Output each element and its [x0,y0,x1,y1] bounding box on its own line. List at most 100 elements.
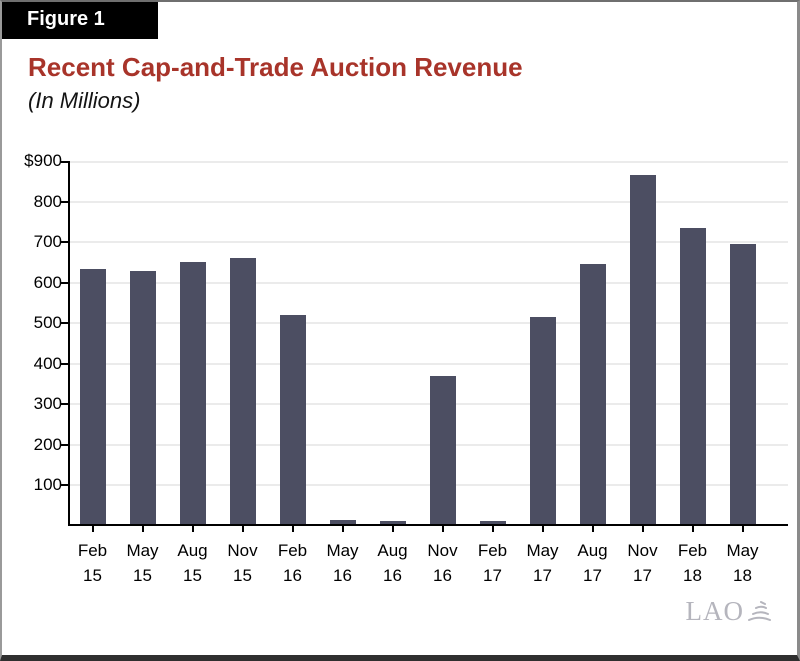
chart-title: Recent Cap-and-Trade Auction Revenue [28,52,523,82]
lighthouse-icon [748,600,771,621]
x-axis-label: Nov 16 [411,538,475,588]
x-tick [91,526,94,532]
gridline [70,403,788,406]
x-axis-label-line: May [526,541,559,560]
x-tick [391,526,394,532]
y-tick [61,241,68,244]
gridline [70,484,788,487]
x-axis-label: May 17 [511,538,575,588]
y-tick [61,362,68,365]
x-axis-label: May 18 [711,538,775,588]
bar [679,227,706,524]
bar [479,520,506,524]
y-tick [61,403,68,406]
gridline [70,241,788,244]
gridline [70,281,788,284]
x-axis-label: Aug 17 [561,538,625,588]
bar [179,261,206,524]
x-axis-label-line: 18 [733,566,752,585]
lao-logo: LAO [685,596,771,627]
bar [579,263,606,524]
y-axis-label: 800 [33,191,62,211]
x-axis-label-line: 17 [483,566,502,585]
x-axis-label: Aug 16 [361,538,425,588]
x-tick [541,526,544,532]
x-axis-label-line: Nov [627,541,658,560]
x-axis-label-line: 16 [383,566,402,585]
x-axis-label-line: Feb [477,541,508,560]
x-axis-label-line: 17 [633,566,652,585]
x-tick [341,526,344,532]
y-tick [61,484,68,487]
x-axis-label: Feb 15 [61,538,125,588]
y-axis-labels: $900 800 700 600 500 400 300 200 100 [2,151,62,526]
x-axis-label-line: Feb [77,541,108,560]
x-axis-label: May 15 [111,538,175,588]
x-axis-label-line: 15 [233,566,252,585]
x-tick [591,526,594,532]
y-tick [61,281,68,284]
gridline [70,161,788,163]
gridline [70,322,788,325]
x-axis-label: Nov 17 [611,538,675,588]
x-axis-label-line: 16 [283,566,302,585]
x-axis-label: May 16 [311,538,375,588]
figure-label: Figure 1 [2,2,158,39]
x-tick [241,526,244,532]
x-tick [291,526,294,532]
x-axis-label-line: Aug [577,541,608,560]
y-axis-label: $900 [24,151,62,170]
x-axis-label-line: 16 [433,566,452,585]
bar [379,520,406,524]
bar [129,270,156,524]
y-tick [61,161,68,163]
x-axis-label-line: Nov [227,541,258,560]
x-axis-label: Feb 17 [461,538,525,588]
x-tick [641,526,644,532]
chart-subtitle: (In Millions) [28,88,141,113]
x-tick [441,526,444,532]
x-axis-label-line: Nov [427,541,458,560]
gridline [70,362,788,365]
y-tick [61,200,68,203]
y-tick [61,443,68,446]
x-axis-label-line: 15 [133,566,152,585]
x-axis-label-line: 17 [583,566,602,585]
plot-area [61,161,788,532]
lao-logo-text: LAO [685,596,744,626]
x-axis-label-line: Aug [377,541,408,560]
x-tick [141,526,144,532]
x-axis-label: Nov 15 [211,538,275,588]
bar [79,268,106,524]
x-axis-label: Feb 16 [261,538,325,588]
bar [429,375,456,524]
gridline [70,200,788,203]
x-tick [191,526,194,532]
x-tick [691,526,694,532]
y-axis-label: 100 [33,475,62,495]
bar [529,316,556,524]
y-axis-label: 700 [33,232,62,252]
x-axis-labels: Feb 15 May 15 Aug 15 Nov 15 Feb 16 May 16 Aug 16 Nov 16… [70,538,790,592]
y-axis-label: 500 [33,313,62,333]
x-axis-label-line: 18 [683,566,702,585]
gridline [70,443,788,446]
bar [729,244,756,524]
x-tick [491,526,494,532]
x-axis-label: Feb 18 [661,538,725,588]
x-axis-label-line: 15 [183,566,202,585]
x-axis-label-line: Feb [677,541,708,560]
bar [629,174,656,524]
y-tick [61,322,68,325]
x-axis-label-line: May [326,541,359,560]
x-axis-label-line: May [726,541,759,560]
x-axis-label-line: May [126,541,159,560]
y-axis-label: 400 [33,353,62,373]
x-axis-label-line: Feb [277,541,308,560]
x-tick [741,526,744,532]
x-axis-label-line: 16 [333,566,352,585]
bar [329,519,356,524]
bar [279,314,306,524]
x-axis-label-line: 15 [83,566,102,585]
